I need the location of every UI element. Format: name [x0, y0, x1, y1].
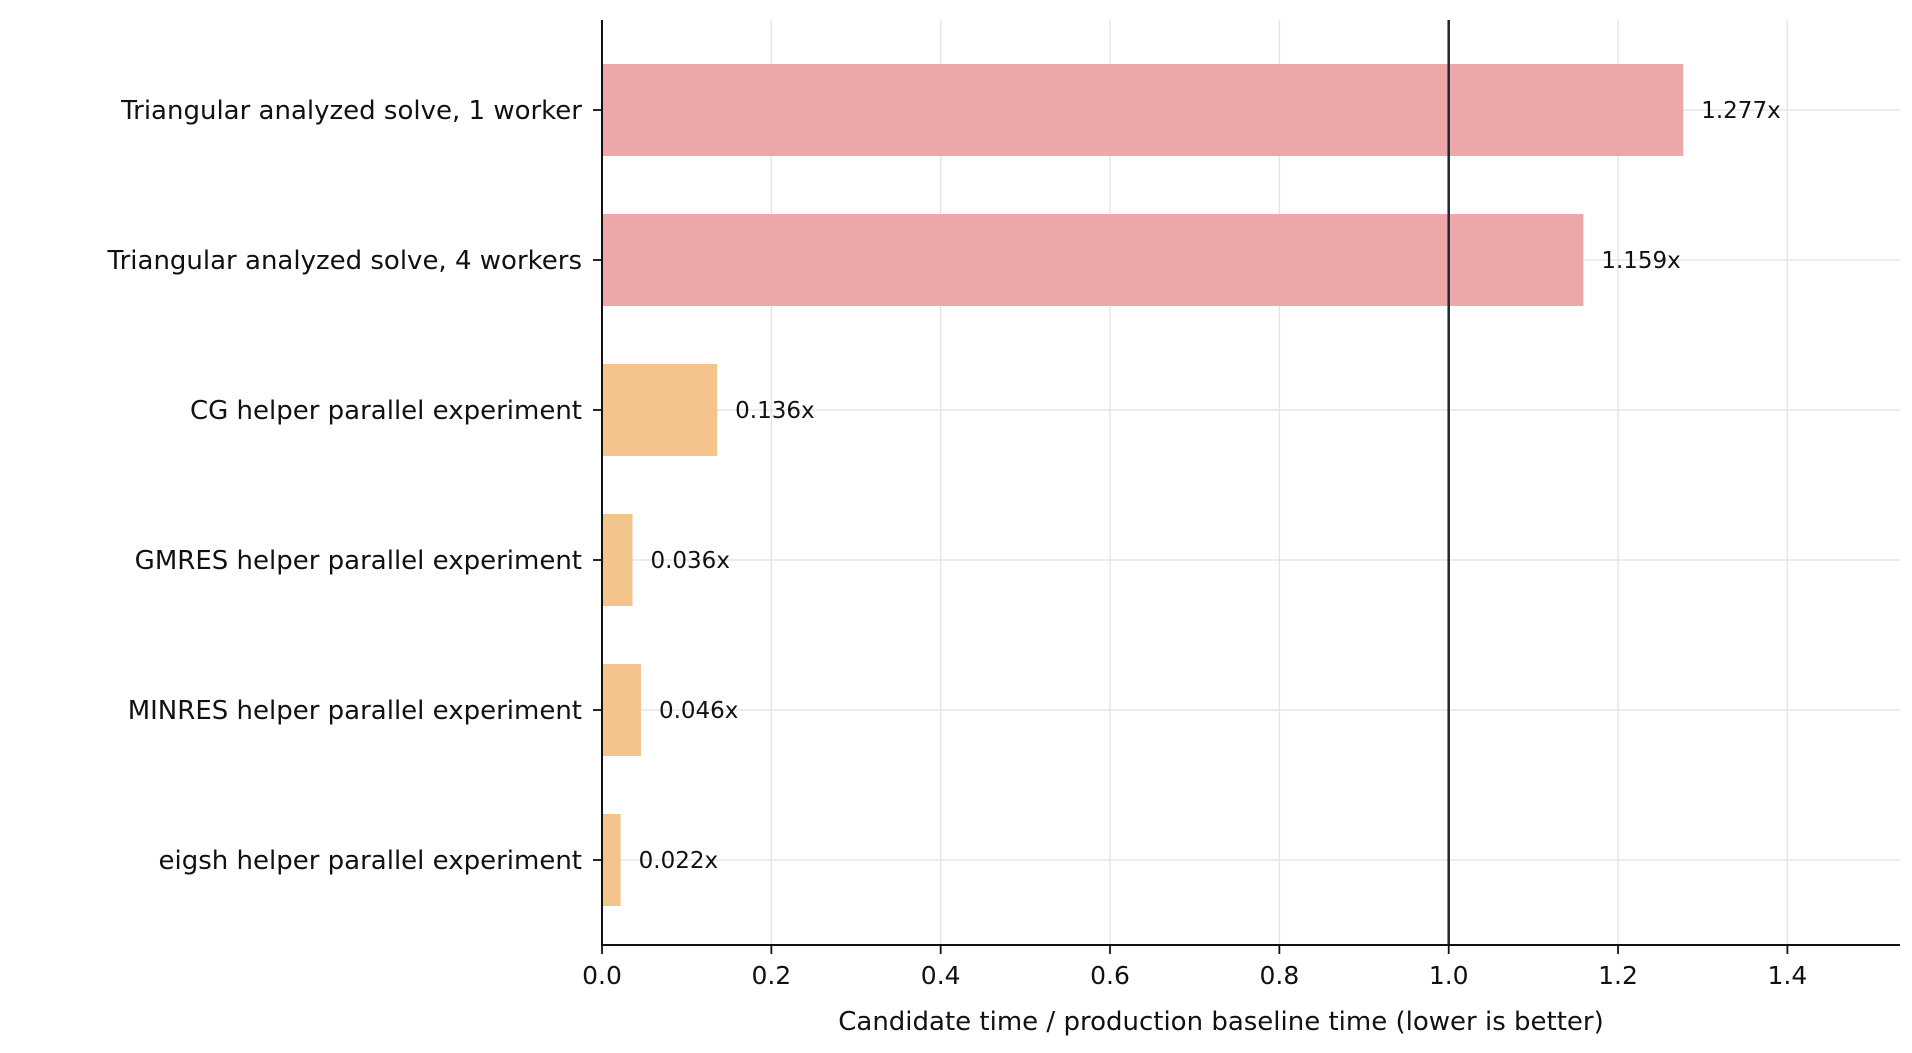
category-label-4: MINRES helper parallel experiment — [128, 696, 582, 726]
bar-5 — [602, 814, 621, 906]
bar-1 — [602, 214, 1584, 306]
x-tick-label-3: 0.6 — [1090, 961, 1130, 990]
category-label-2: CG helper parallel experiment — [190, 396, 582, 426]
data-label-3: 0.036x — [650, 548, 729, 574]
bar-3 — [602, 514, 633, 606]
category-label-5: eigsh helper parallel experiment — [159, 846, 583, 876]
category-label-0: Triangular analyzed solve, 1 worker — [120, 96, 582, 126]
grid-lines — [602, 20, 1900, 945]
x-tick-label-7: 1.4 — [1768, 961, 1808, 990]
x-axis-title: Candidate time / production baseline tim… — [838, 1007, 1604, 1037]
bar-0 — [602, 64, 1684, 156]
bars — [602, 64, 1684, 906]
x-tick-label-0: 0.0 — [582, 961, 622, 990]
data-label-4: 0.046x — [659, 698, 738, 724]
axes — [593, 20, 1900, 954]
labels: 1.277x Triangular analyzed solve, 1 worke… — [107, 96, 1808, 990]
x-tick-label-5: 1.0 — [1429, 961, 1469, 990]
x-tick-label-2: 0.4 — [921, 961, 961, 990]
data-label-5: 0.022x — [639, 848, 718, 874]
data-label-1: 1.159x — [1601, 248, 1680, 274]
x-tick-label-6: 1.2 — [1598, 961, 1638, 990]
data-label-2: 0.136x — [735, 398, 814, 424]
data-label-0: 1.277x — [1701, 98, 1780, 124]
category-label-3: GMRES helper parallel experiment — [135, 546, 582, 576]
x-tick-label-4: 0.8 — [1259, 961, 1299, 990]
category-label-1: Triangular analyzed solve, 4 workers — [107, 246, 582, 276]
bar-2 — [602, 364, 718, 456]
x-tick-label-1: 0.2 — [751, 961, 791, 990]
bar-4 — [602, 664, 641, 756]
